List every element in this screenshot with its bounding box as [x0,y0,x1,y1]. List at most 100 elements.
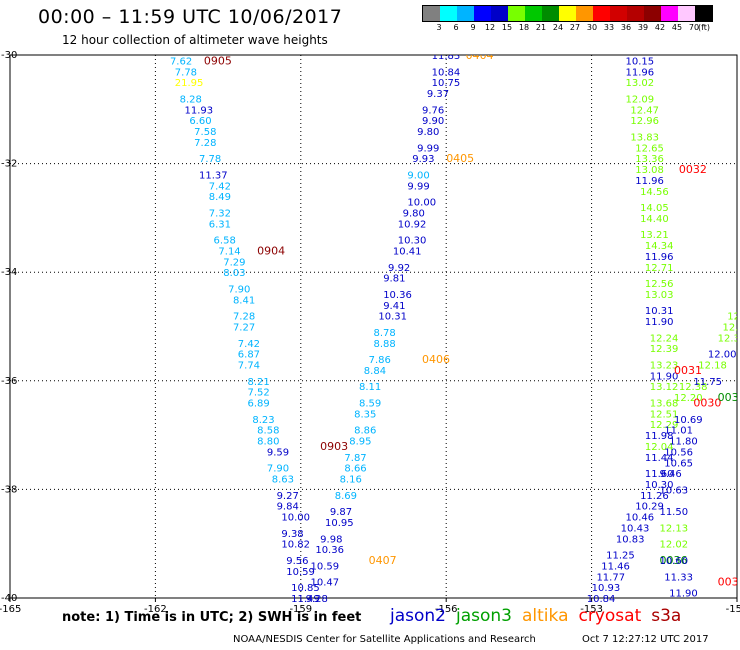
swh-value: 10.85 [291,583,320,594]
swh-value: 12.04 [645,442,674,453]
swh-value: 7.87 [344,453,366,464]
pass-time-label: 003 [718,391,739,404]
legend-swatch [491,6,508,21]
pass-time-label: 0903 [320,440,348,453]
swh-value: 10.92 [398,219,427,230]
swh-value: 10.41 [393,246,422,257]
swh-value: 10.59 [310,561,339,572]
swh-value: 10.82 [281,540,310,551]
swh-value: 11.96 [626,67,655,78]
swh-value: 14.05 [640,203,669,214]
swh-value: 10.43 [621,523,650,534]
swh-value: 9.92 [388,263,410,274]
swh-value: 8.86 [354,426,376,437]
legend-label: 24 [552,23,564,32]
swh-value: 13.21 [640,230,669,241]
legend-label: 9 [470,23,476,32]
x-tick-label: -159 [289,604,312,615]
swh-value: 7.74 [238,361,260,372]
swh-value: 14.40 [640,214,669,225]
legend-swatch [678,6,695,21]
swh-value: 10.93 [592,583,621,594]
data-layer: 7.627.7821.958.2811.936.607.587.287.7811… [170,54,740,616]
x-tick-label: -150 [726,604,740,615]
legend-swatch [474,6,491,21]
swh-value: 8.35 [354,409,376,420]
y-tick-label: -40 [1,593,17,604]
legend-label: 45 [671,23,683,32]
swh-value: 8.95 [349,437,371,448]
swh-value: 7.78 [199,154,221,165]
swh-value: 8.21 [247,377,269,388]
swh-value: 9.41 [383,301,405,312]
legend-label: 27 [569,23,581,32]
legend-label: 36 [620,23,632,32]
pass-time-label: 0405 [446,152,474,165]
y-tick-label: -30 [1,50,17,61]
swh-value: 10.47 [310,578,339,589]
swh-value: 11.93 [184,105,213,116]
swh-value: 11.96 [635,176,664,187]
swh-value: 10.29 [635,502,664,513]
swh-value: 9.99 [417,143,439,154]
swh-value: 11.60 [645,469,674,480]
swh-value: 9.81 [383,274,405,285]
swh-value: 9.80 [417,127,439,138]
swh-value: 12.24 [650,333,679,344]
swh-value: 9.27 [277,491,299,502]
swh-value: 13.36 [635,154,664,165]
legend-label: 33 [603,23,615,32]
x-tick-label: -162 [144,604,167,615]
swh-value: 12.51 [650,409,679,420]
swh-value: 12.35 [718,333,740,344]
swh-value: 12.13 [659,523,688,534]
swh-value: 8.41 [233,295,255,306]
swh-value: 10.84 [432,67,461,78]
swh-value: 10.36 [315,545,344,556]
swh-value: 11.05 [669,605,698,616]
swh-value: 10.63 [659,485,688,496]
swh-value: 10.31 [378,312,407,323]
y-tick-label: -38 [1,484,17,495]
swh-value: 10.00 [281,513,310,524]
swh-value: 10.31 [645,306,674,317]
swh-value: 10.65 [664,458,693,469]
pass-time-label: 0406 [422,353,450,366]
swh-value: 8.88 [374,339,396,350]
pass-time-label: 0407 [369,554,397,567]
legend-swatch [423,6,440,21]
swh-value: 8.66 [344,464,366,475]
swh-value: 11.50 [659,507,688,518]
satellite-legend: jason2 jason3 altika cryosat s3a [390,606,691,626]
swh-value: 10.75 [432,78,461,89]
y-tick-label: -32 [1,159,17,170]
swh-value: 7.32 [209,208,231,219]
swh-value: 9.37 [427,89,449,100]
swh-value: 11.46 [601,561,630,572]
satellite-jason2: jason2 [390,606,446,626]
legend-swatch [559,6,576,21]
satellite-s3a: s3a [651,606,682,626]
swh-value: 8.80 [257,437,279,448]
swh-value: 9.46 [659,469,681,480]
legend-label: 12 [484,23,496,32]
swh-value: 12.20 [674,393,703,404]
swh-value: 11.96 [645,252,674,263]
swh-value: 8.63 [272,475,294,486]
swh-value: 13.83 [630,132,659,143]
swh-value: 12.96 [630,116,659,127]
swh-value: 11.80 [669,437,698,448]
swh-value: 12.00 [708,350,737,361]
legend-swatch [542,6,559,21]
legend-swatch [661,6,678,21]
swh-value: 11.37 [199,170,228,181]
pass-time-label: 0905 [204,54,232,67]
swh-value: 6.60 [189,116,211,127]
chart-title: 00:00 – 11:59 UTC 10/06/2017 [38,6,343,28]
swh-value: 8.16 [340,475,362,486]
swh-value: 9.38 [281,529,303,540]
swh-value: 7.42 [209,181,231,192]
swh-value: 8.69 [335,491,357,502]
satellite-altika: altika [522,606,569,626]
swh-value: 8.28 [180,94,202,105]
